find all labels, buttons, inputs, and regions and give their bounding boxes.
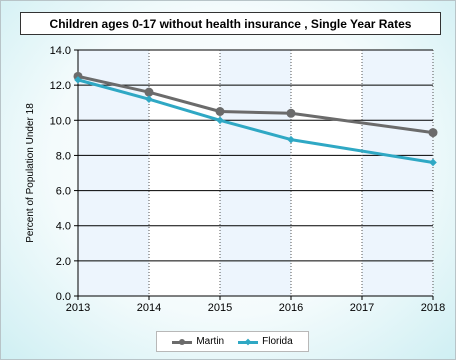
chart-title: Children ages 0-17 without health insura…: [20, 12, 441, 35]
data-point-florida: [429, 158, 437, 167]
y-tick-label: 4.0: [56, 221, 71, 233]
data-point-florida: [287, 135, 295, 144]
y-tick-label: 10.0: [50, 115, 71, 127]
data-point-martin: [286, 108, 296, 118]
y-tick-label: 2.0: [56, 256, 71, 268]
data-point-martin: [144, 87, 154, 97]
data-point-martin: [428, 128, 438, 138]
x-tick-label: 2016: [279, 302, 303, 314]
y-axis-label: Percent of Population Under 18: [25, 103, 36, 243]
legend-swatch-martin: [172, 338, 193, 346]
data-point-martin: [215, 107, 225, 116]
legend-swatch-florida: [238, 338, 259, 346]
legend-item-martin: Martin: [172, 336, 224, 347]
x-tick-label: 2014: [137, 302, 161, 314]
legend-label-martin: Martin: [196, 336, 225, 347]
y-tick-label: 12.0: [50, 80, 71, 92]
legend-label-florida: Florida: [262, 336, 293, 347]
x-tick-label: 2015: [208, 302, 232, 314]
y-tick-label: 6.0: [56, 186, 71, 198]
data-point-florida: [216, 116, 224, 125]
data-point-florida: [74, 76, 82, 84]
y-tick-label: 0.0: [56, 291, 71, 303]
plot-band: [362, 50, 433, 296]
legend: Martin Florida: [156, 331, 309, 352]
y-tick-label: 8.0: [56, 150, 71, 162]
plot-band: [220, 50, 291, 296]
x-tick-label: 2017: [350, 302, 374, 314]
plot-band: [78, 50, 149, 296]
x-tick-label: 2018: [421, 302, 445, 314]
data-point-florida: [145, 95, 153, 103]
y-tick-label: 14.0: [50, 45, 71, 57]
legend-item-florida: Florida: [238, 336, 293, 347]
x-tick-label: 2013: [66, 302, 90, 314]
